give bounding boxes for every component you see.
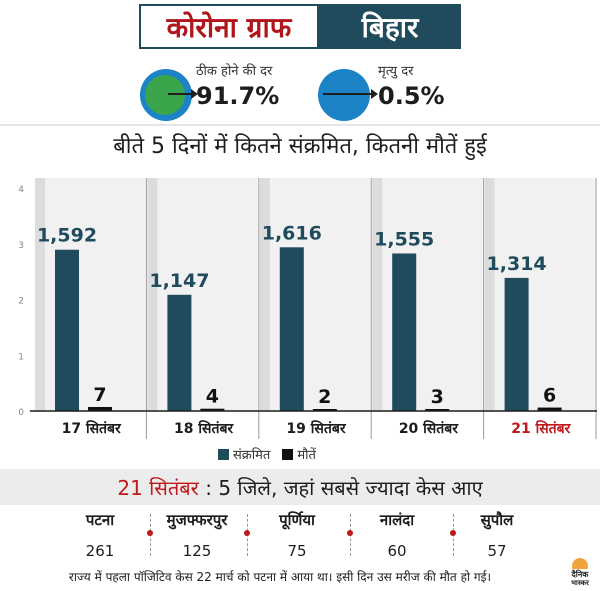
x-tick-label: 17 सितंबर [62, 420, 122, 437]
mortality-rate-label: मृत्यु दर [378, 64, 414, 79]
header-title-right: बिहार [319, 4, 461, 49]
cases-bar [392, 253, 417, 411]
district-dot-icon [147, 530, 153, 536]
district-count: 57 [487, 542, 507, 560]
category-panel [372, 178, 483, 411]
category-panel-shade [259, 178, 270, 411]
y-tick-label: 1 [18, 352, 24, 362]
deaths-data-label: 7 [93, 384, 106, 406]
category-panel [35, 178, 146, 411]
district-dot-icon [347, 530, 353, 536]
brand-line1: दैनिक [571, 569, 590, 579]
footnote: राज्य में पहला पॉजिटिव केस 22 मार्च को प… [68, 570, 492, 584]
brand-plate [565, 569, 595, 587]
district-heading: 21 सितंबर : 5 जिले, जहां सबसे ज्यादा केस… [0, 469, 600, 505]
deaths-data-label: 3 [431, 386, 444, 408]
chart-legend: संक्रमित मौतें [218, 445, 316, 463]
cases-bar [504, 277, 529, 411]
district-item: मुजफ्फरपुर 125 [152, 506, 242, 560]
district-heading-text: : 5 जिले, जहां सबसे ज्यादा केस आए [205, 475, 483, 500]
legend-label-cases: संक्रमित [233, 448, 271, 463]
header-title-left: कोरोना ग्राफ [139, 4, 319, 49]
deaths-bar [537, 407, 562, 411]
y-tick-label: 2 [18, 297, 24, 307]
district-item: नालंदा 60 [352, 506, 442, 560]
category-panel-shade [484, 178, 495, 411]
section-divider [0, 124, 600, 126]
cases-bar [167, 294, 192, 411]
district-item: पटना 261 [55, 506, 145, 560]
deaths-data-label: 6 [543, 385, 556, 407]
district-name: नालंदा [379, 511, 415, 529]
cases-data-label: 1,147 [149, 270, 209, 292]
recovery-rate-value: 91.7% [196, 82, 280, 110]
mortality-rate-value: 0.5% [378, 82, 445, 110]
x-tick-label: 18 सितंबर [174, 420, 234, 437]
district-name: पूर्णिया [279, 511, 315, 529]
category-panel-shade [35, 178, 45, 411]
deaths-bar [425, 409, 450, 411]
legend-swatch-deaths [282, 448, 294, 460]
mortality-rate-icon [318, 69, 370, 121]
mortality-arrow-icon [323, 93, 373, 95]
y-tick-label: 4 [18, 185, 24, 195]
cases-bar [55, 249, 79, 411]
district-heading-date: 21 सितंबर [117, 475, 199, 500]
brand-logo: दैनिक भास्कर [565, 558, 595, 587]
cases-data-label: 1,592 [37, 225, 97, 247]
category-panel [259, 178, 371, 411]
cases-bar [279, 247, 304, 411]
deaths-bar [200, 408, 225, 411]
category-panel [484, 178, 595, 411]
recovery-arrowhead-icon [191, 89, 198, 99]
mortality-arrowhead-icon [371, 89, 378, 99]
cases-data-label: 1,314 [487, 253, 547, 275]
brand-line2: भास्कर [571, 579, 590, 587]
cases-data-label: 1,555 [374, 228, 434, 250]
district-dot-icon [244, 530, 250, 536]
bar-chart: 0 1 2 3 4 1,592 7 17 सितंबर 1,147 4 18 सितंबर 1,616… [18, 178, 597, 439]
district-name: पटना [85, 511, 115, 529]
district-name: मुजफ्फरपुर [166, 511, 228, 529]
y-tick-label: 0 [18, 408, 24, 418]
deaths-data-label: 4 [206, 386, 219, 408]
district-count: 75 [287, 542, 307, 560]
district-list: पटना 261 मुजफ्फरपुर 125 पूर्णिया 75 नालं… [0, 506, 600, 562]
x-tick-label: 19 सितंबर [286, 420, 346, 437]
district-name: सुपौल [480, 511, 514, 529]
category-panel-shade [147, 178, 158, 411]
district-count: 60 [387, 542, 407, 560]
recovery-arrow-icon [168, 93, 194, 95]
recovery-rate-inner-icon [145, 75, 185, 115]
y-tick-label: 3 [18, 241, 24, 251]
deaths-bar [312, 409, 337, 411]
chart-title: बीते 5 दिनों में कितने संक्रमित, कितनी म… [113, 134, 487, 159]
x-tick-label: 20 सितंबर [399, 420, 459, 437]
district-count: 261 [85, 542, 115, 560]
legend-swatch-cases [218, 448, 229, 460]
district-dot-icon [450, 530, 456, 536]
deaths-data-label: 2 [318, 386, 331, 408]
deaths-bar [88, 407, 112, 411]
x-tick-label: 21 सितंबर [511, 420, 571, 437]
district-item: पूर्णिया 75 [252, 506, 342, 560]
category-panel-shade [372, 178, 383, 411]
cases-data-label: 1,616 [262, 222, 322, 244]
district-item: सुपौल 57 [452, 506, 542, 560]
legend-label-deaths: मौतें [297, 448, 316, 463]
category-panel [147, 178, 258, 411]
district-count: 125 [182, 542, 212, 560]
recovery-rate-label: ठीक होने की दर [196, 64, 273, 79]
